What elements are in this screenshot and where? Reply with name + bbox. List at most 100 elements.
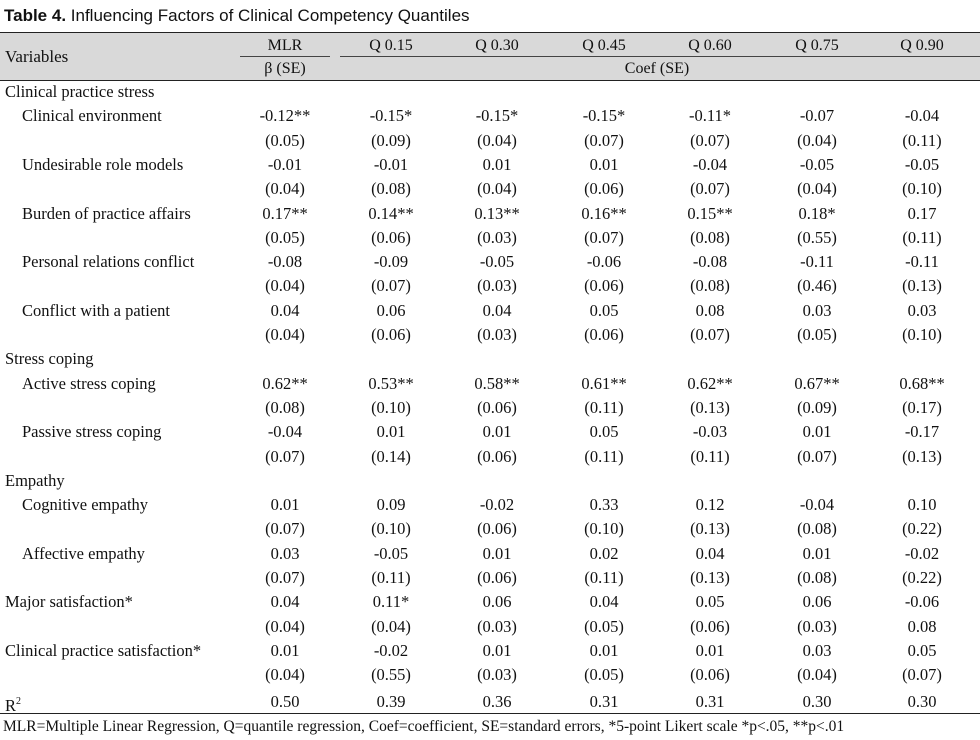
variable-label: Clinical environment (22, 106, 162, 126)
header-row-statistics: β (SE) Coef (SE) (0, 56, 980, 81)
coef-cell: 0.05 (695, 592, 725, 612)
se-cell: (0.22) (902, 519, 942, 539)
coef-cell: 0.08 (695, 300, 725, 320)
coef-cell: 0.02 (589, 543, 619, 563)
se-cell: (0.06) (477, 519, 517, 539)
table-row: Affective empathy 0.03 -0.05 0.01 0.02 0.04 0.… (0, 542, 980, 566)
coef-cell: 0.03 (802, 300, 832, 320)
coef-cell: 0.67** (794, 373, 840, 393)
table-row-se: (0.05) (0.06) (0.03) (0.07) (0.08) (0.55) (0.1… (0, 226, 980, 250)
coef-cell: 0.15** (687, 203, 733, 223)
se-cell: (0.55) (797, 227, 837, 247)
se-cell: (0.10) (371, 397, 411, 417)
coef-cell: -0.04 (904, 106, 940, 126)
table-row-se: (0.04) (0.07) (0.03) (0.06) (0.08) (0.46) (0.1… (0, 274, 980, 298)
coef-cell: -0.04 (267, 422, 303, 442)
table-row-se: (0.07) (0.10) (0.06) (0.10) (0.13) (0.08) (0.2… (0, 517, 980, 541)
se-cell: (0.04) (477, 130, 517, 150)
table-title-text: Influencing Factors of Clinical Competen… (70, 6, 470, 25)
se-cell: (0.05) (265, 130, 305, 150)
se-cell: (0.09) (797, 397, 837, 417)
se-cell: (0.11) (584, 446, 624, 466)
coef-cell: -0.08 (267, 252, 303, 272)
table-group-row: Empathy (0, 469, 980, 493)
r-squared-value: 0.30 (802, 692, 832, 711)
se-cell: (0.06) (584, 325, 624, 344)
table-number: Table 4. (4, 6, 67, 25)
coef-cell: -0.15* (582, 106, 626, 126)
coef-cell: 0.01 (482, 543, 512, 563)
coef-cell: -0.15* (475, 106, 519, 126)
se-cell: (0.04) (371, 616, 411, 636)
se-cell: (0.11) (584, 568, 624, 587)
se-cell: (0.14) (371, 446, 411, 466)
se-cell: (0.06) (584, 276, 624, 296)
variable-label: Active stress coping (22, 373, 156, 393)
table-row: Passive stress coping -0.04 0.01 0.01 0.05 -0… (0, 420, 980, 444)
se-cell: (0.03) (477, 276, 517, 296)
table-row-se: (0.04) (0.55) (0.03) (0.05) (0.06) (0.04) (0.0… (0, 663, 980, 687)
coef-cell: 0.62** (262, 373, 308, 393)
se-cell: (0.08) (797, 568, 837, 587)
coef-cell: -0.01 (267, 154, 303, 174)
se-cell: (0.07) (797, 446, 837, 466)
coef-cell: -0.05 (799, 154, 835, 174)
coef-cell: 0.04 (589, 592, 619, 612)
col-header-q045: Q 0.45 (582, 37, 626, 54)
coef-cell: -0.07 (799, 106, 835, 126)
col-header-mlr: MLR (267, 37, 303, 54)
se-cell: (0.13) (690, 397, 730, 417)
se-cell: (0.05) (265, 227, 305, 247)
coef-cell: -0.04 (692, 154, 728, 174)
table-footnote: MLR=Multiple Linear Regression, Q=quanti… (3, 718, 845, 735)
r-squared-value: 0.39 (376, 692, 406, 711)
coef-cell: 0.01 (376, 422, 406, 442)
variable-label: Passive stress coping (22, 422, 162, 442)
col-header-q060: Q 0.60 (688, 37, 732, 54)
coef-cell: -0.08 (692, 252, 728, 272)
table-row: Personal relations conflict -0.08 -0.09 -0.… (0, 250, 980, 274)
coef-cell: 0.04 (270, 300, 300, 320)
col-header-q015: Q 0.15 (369, 37, 413, 54)
coef-cell: 0.16** (581, 203, 627, 223)
se-cell: (0.06) (371, 325, 411, 344)
coef-cell: -0.17 (904, 422, 940, 442)
table-title: Table 4. Influencing Factors of Clinical… (4, 4, 470, 28)
table-row: Clinical practice satisfaction* 0.01 -0.02… (0, 639, 980, 663)
coef-cell: -0.06 (586, 252, 622, 272)
coef-cell: 0.01 (589, 154, 619, 174)
se-cell: (0.04) (797, 130, 837, 150)
r-squared-value: 0.30 (907, 692, 937, 711)
variable-label: Undesirable role models (22, 154, 184, 174)
bottom-rule (0, 713, 980, 714)
table-row: Undesirable role models -0.01 -0.01 0.01 0.0… (0, 153, 980, 177)
se-cell: (0.03) (477, 227, 517, 247)
r-squared-value: 0.36 (482, 692, 512, 711)
coef-cell: -0.03 (692, 422, 728, 442)
se-cell: (0.06) (477, 446, 517, 466)
se-cell: (0.08) (371, 179, 411, 199)
coef-cell: 0.61** (581, 373, 627, 393)
se-cell: (0.07) (690, 130, 730, 150)
se-cell: (0.10) (902, 325, 942, 344)
group-label: Empathy (5, 470, 65, 490)
se-cell: (0.06) (477, 568, 517, 587)
se-cell: (0.13) (690, 568, 730, 587)
coef-cell: -0.11 (905, 252, 939, 272)
variable-label: Major satisfaction* (5, 592, 133, 612)
coef-cell: -0.11* (688, 106, 731, 126)
coef-cell: 0.05 (907, 640, 937, 660)
se-cell: (0.10) (371, 519, 411, 539)
se-cell: (0.55) (371, 665, 411, 685)
table-group-row: Stress coping (0, 347, 980, 371)
se-cell: (0.04) (265, 665, 305, 685)
coef-cell: -0.04 (799, 495, 835, 515)
table-row-se: (0.04) (0.06) (0.03) (0.06) (0.07) (0.05) (0.1… (0, 323, 980, 347)
table-row-se: (0.04) (0.04) (0.03) (0.05) (0.06) (0.03) 0.08 (0, 615, 980, 639)
coef-cell: 0.10 (907, 495, 937, 515)
se-cell: (0.46) (797, 276, 837, 296)
se-cell: (0.04) (797, 179, 837, 199)
header-row-columns: MLR Q 0.15 Q 0.30 Q 0.45 Q 0.60 Q 0.75 Q… (0, 32, 980, 57)
coef-cell: 0.17** (262, 203, 308, 223)
coef-cell: -0.02 (373, 640, 409, 660)
